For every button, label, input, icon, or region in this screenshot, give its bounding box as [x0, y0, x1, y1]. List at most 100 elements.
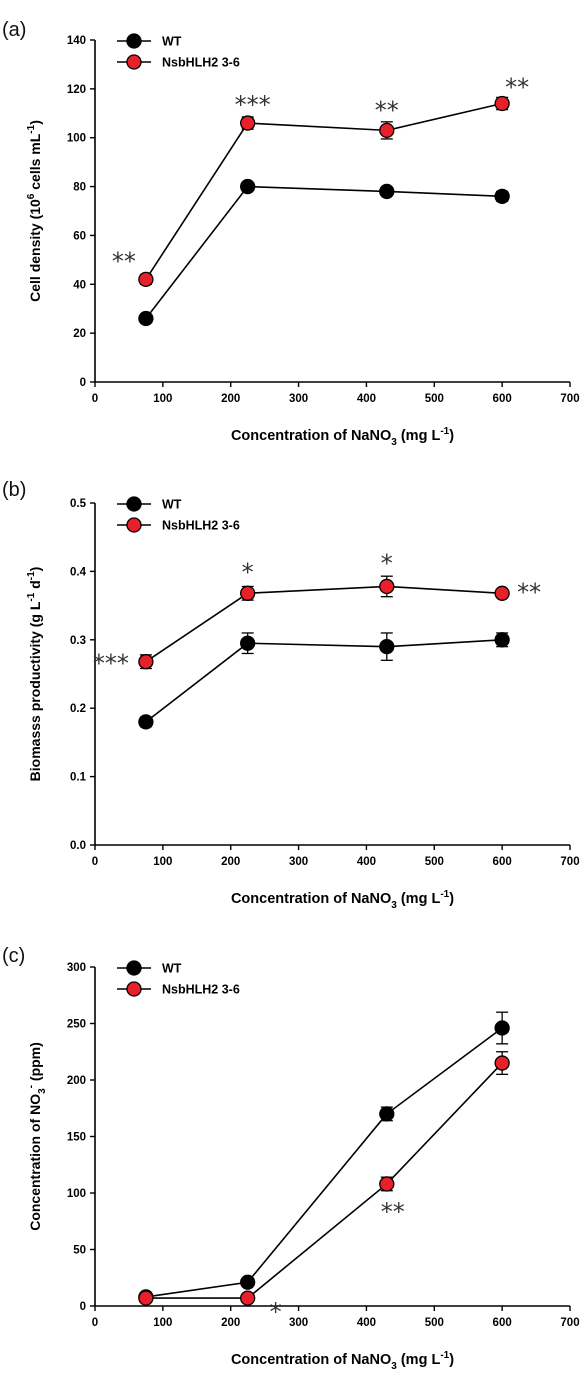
- x-tick-label: 600: [493, 856, 512, 868]
- y-tick-label: 250: [67, 1019, 86, 1031]
- chart-panel-c: (c) 0 50 100 150 200 250 300 0 100 200 300 400 500 600…: [2, 945, 580, 1372]
- x-tick-label: 500: [425, 856, 444, 868]
- x-tick-label: 400: [357, 856, 376, 868]
- panel-label: (c): [2, 945, 25, 967]
- data-point: [379, 638, 395, 655]
- y-tick-label: 140: [67, 35, 86, 47]
- x-tick-label: 0: [92, 1317, 98, 1329]
- legend-entry: NsbHLH2 3-6: [117, 54, 240, 70]
- y-tick-label: 50: [73, 1245, 86, 1257]
- data-point: [379, 578, 395, 595]
- x-tick-label: 100: [153, 393, 172, 405]
- series-nsbhlh2: [138, 575, 510, 670]
- data-point: [379, 122, 395, 139]
- series-wt: [138, 1011, 510, 1305]
- data-point: [240, 1290, 256, 1306]
- data-point: [379, 1176, 395, 1192]
- significance-marker: **: [517, 578, 541, 606]
- x-tick-label: 200: [221, 393, 240, 405]
- data-point: [240, 115, 256, 131]
- legend-marker: [126, 496, 142, 512]
- y-tick-label: 0.1: [70, 772, 87, 784]
- series-nsbhlh2: [138, 95, 510, 288]
- x-tick-label: 700: [560, 393, 579, 405]
- legend-entry: NsbHLH2 3-6: [117, 981, 240, 997]
- data-point: [494, 585, 510, 601]
- x-tick-label: 100: [153, 856, 172, 868]
- legend-entry: WT: [117, 960, 182, 976]
- y-tick-label: 0: [80, 1301, 86, 1313]
- significance-marker: **: [375, 96, 399, 124]
- legend-label: NsbHLH2 3-6: [162, 519, 240, 533]
- data-point: [138, 714, 154, 730]
- y-tick-label: 150: [67, 1132, 86, 1144]
- x-tick-label: 500: [425, 393, 444, 405]
- y-tick-label: 40: [73, 279, 86, 291]
- legend-marker: [126, 517, 142, 533]
- series-wt: [138, 632, 510, 730]
- legend-label: WT: [162, 498, 182, 512]
- significance-marker: ***: [93, 650, 129, 678]
- significance-marker: **: [112, 247, 136, 275]
- significance-marker: *: [381, 549, 393, 577]
- series-line: [145, 1062, 503, 1299]
- x-tick-label: 700: [560, 856, 579, 868]
- data-point: [494, 1055, 510, 1071]
- x-tick-label: 500: [425, 1317, 444, 1329]
- data-point: [240, 585, 256, 601]
- y-axis-label: Concentration of NO3- (ppm): [26, 1042, 48, 1231]
- legend-marker: [126, 960, 142, 976]
- legend-marker: [126, 54, 142, 70]
- legend-label: NsbHLH2 3-6: [162, 983, 240, 997]
- significance-marker: **: [381, 1198, 405, 1226]
- significance-marker: *: [242, 558, 254, 586]
- x-tick-label: 400: [357, 393, 376, 405]
- series-line: [145, 185, 503, 319]
- y-tick-label: 0: [80, 377, 86, 389]
- series-line: [145, 639, 503, 723]
- panel-label: (a): [2, 19, 26, 41]
- data-point: [240, 635, 256, 651]
- x-tick-label: 300: [289, 856, 308, 868]
- x-axis-label: Concentration of NaNO3 (mg L-1): [231, 426, 454, 448]
- x-tick-label: 100: [153, 1317, 172, 1329]
- x-tick-label: 200: [221, 856, 240, 868]
- x-tick-label: 0: [92, 393, 98, 405]
- y-tick-label: 100: [67, 133, 86, 145]
- y-tick-label: 200: [67, 1075, 86, 1087]
- data-point: [494, 188, 510, 204]
- data-point: [379, 183, 395, 200]
- x-tick-label: 700: [560, 1317, 579, 1329]
- data-point: [494, 632, 510, 648]
- y-tick-label: 0.0: [70, 840, 86, 852]
- data-point: [138, 271, 154, 288]
- data-point: [494, 1020, 510, 1036]
- y-tick-label: 80: [73, 182, 86, 194]
- y-axis-label: Biomasss productivity (g L-1 d-1): [26, 567, 43, 782]
- legend-entry: WT: [117, 496, 182, 512]
- series-line: [145, 1027, 503, 1298]
- legend-entry: WT: [117, 33, 182, 49]
- y-tick-label: 0.3: [70, 635, 86, 647]
- data-point: [138, 654, 154, 670]
- data-point: [494, 95, 510, 112]
- data-point: [240, 178, 256, 195]
- y-tick-label: 20: [73, 328, 86, 340]
- x-tick-label: 300: [289, 1317, 308, 1329]
- significance-marker: **: [505, 74, 529, 102]
- x-axis-label: Concentration of NaNO3 (mg L-1): [231, 889, 454, 911]
- x-tick-label: 600: [493, 1317, 512, 1329]
- series-nsbhlh2: [138, 1051, 510, 1306]
- y-tick-label: 120: [67, 84, 86, 96]
- x-tick-label: 400: [357, 1317, 376, 1329]
- legend-entry: NsbHLH2 3-6: [117, 517, 240, 533]
- legend-marker: [126, 33, 142, 49]
- x-tick-label: 200: [221, 1317, 240, 1329]
- legend-label: WT: [162, 35, 182, 49]
- series-wt: [138, 178, 510, 327]
- legend-label: NsbHLH2 3-6: [162, 56, 240, 70]
- y-tick-label: 0.2: [70, 703, 86, 715]
- y-tick-label: 300: [67, 962, 86, 974]
- series-line: [145, 585, 503, 663]
